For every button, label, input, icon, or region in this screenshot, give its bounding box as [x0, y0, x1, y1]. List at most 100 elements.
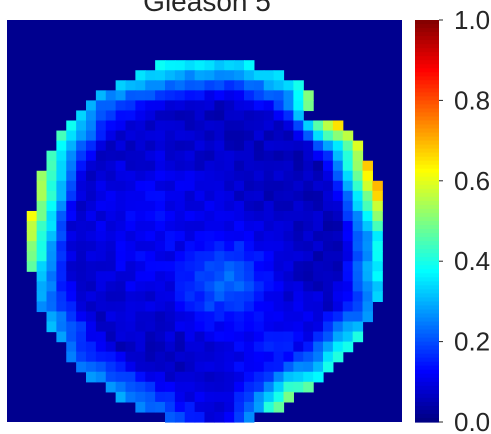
heatmap-cell: [145, 80, 156, 91]
heatmap-cell: [155, 381, 166, 393]
heatmap-cell: [86, 200, 97, 212]
heatmap-cell: [194, 120, 206, 132]
heatmap-cell: [234, 110, 245, 122]
heatmap-cell: [332, 160, 344, 172]
heatmap-cell: [115, 221, 127, 232]
heatmap-cell: [36, 281, 48, 292]
heatmap-cell: [115, 160, 127, 172]
heatmap-cell: [165, 311, 176, 323]
heatmap-cell: [263, 351, 275, 363]
heatmap-cell: [283, 120, 294, 132]
heatmap-cell: [66, 170, 77, 182]
heatmap-cell: [125, 311, 136, 323]
heatmap-cell: [263, 140, 275, 152]
heatmap-cell: [135, 321, 146, 333]
heatmap-cell: [145, 110, 156, 122]
heatmap-cell: [115, 150, 127, 162]
heatmap-cell: [263, 110, 275, 122]
heatmap-cell: [283, 80, 294, 91]
heatmap-cell: [165, 180, 176, 192]
heatmap-cell: [145, 90, 156, 101]
heatmap-cell: [263, 150, 275, 162]
heatmap-cell: [204, 361, 215, 373]
heatmap-cell: [66, 210, 77, 222]
colorbar-segment: [415, 297, 439, 302]
heatmap-cell: [332, 150, 344, 162]
colorbar-segment: [415, 192, 439, 198]
heatmap-cell: [155, 160, 166, 172]
heatmap-cell: [244, 80, 255, 91]
heatmap-cell: [155, 341, 166, 353]
heatmap-cell: [342, 331, 354, 343]
heatmap-cell: [214, 401, 225, 413]
heatmap-cell: [174, 371, 186, 383]
heatmap-cell: [303, 200, 314, 212]
heatmap-cell: [145, 391, 156, 403]
heatmap-cell: [105, 321, 117, 333]
heatmap-cell: [362, 261, 373, 272]
heatmap-cell: [174, 401, 186, 413]
heatmap-cell: [234, 170, 245, 182]
heatmap-cell: [303, 100, 314, 112]
heatmap-cell: [253, 381, 265, 393]
heatmap-cell: [224, 341, 235, 353]
heatmap-cell: [224, 110, 235, 122]
heatmap-cell: [244, 210, 255, 222]
heatmap-cell: [342, 311, 354, 323]
heatmap-cell: [313, 210, 324, 222]
heatmap-cell: [56, 301, 67, 313]
heatmap-cell: [273, 341, 285, 353]
heatmap-cell: [165, 251, 176, 262]
heatmap-cell: [204, 271, 215, 282]
heatmap-cell: [293, 90, 304, 101]
heatmap-cell: [273, 130, 285, 142]
heatmap-cell: [66, 341, 77, 353]
colorbar-segment: [415, 216, 439, 222]
heatmap-cell: [165, 110, 176, 122]
colorbar-segment: [415, 333, 439, 339]
heatmap-cell: [105, 331, 117, 343]
heatmap-cell: [165, 100, 176, 112]
heatmap-cell: [332, 180, 344, 192]
heatmap-cell: [214, 261, 225, 272]
heatmap-cell: [194, 180, 206, 192]
heatmap-cell: [303, 90, 314, 101]
heatmap-cell: [253, 361, 265, 373]
colorbar-segment: [415, 36, 439, 41]
heatmap-cell: [313, 361, 324, 373]
heatmap-cell: [145, 321, 156, 333]
heatmap-cell: [352, 180, 364, 192]
heatmap-cell: [174, 301, 186, 313]
heatmap-cell: [184, 291, 196, 302]
heatmap-cell: [105, 140, 117, 152]
heatmap-cell: [362, 221, 373, 232]
heatmap-cell: [145, 261, 156, 272]
heatmap-cell: [194, 261, 206, 272]
heatmap-cell: [263, 190, 275, 202]
colorbar-segment: [415, 52, 439, 57]
heatmap-cell: [184, 150, 196, 162]
heatmap-cell: [135, 241, 146, 252]
heatmap-cell: [234, 271, 245, 282]
heatmap-cell: [244, 221, 255, 232]
heatmap-cell: [36, 210, 48, 222]
heatmap-cell: [234, 231, 245, 242]
heatmap-cell: [303, 291, 314, 302]
heatmap-cell: [323, 221, 334, 232]
heatmap-cell: [194, 200, 206, 212]
heatmap-cell: [263, 180, 275, 192]
heatmap-cell: [155, 150, 166, 162]
heatmap-cell: [174, 341, 186, 353]
heatmap-cell: [184, 130, 196, 142]
heatmap-cell: [194, 60, 206, 71]
heatmap-cell: [135, 371, 146, 383]
heatmap-cell: [194, 241, 206, 252]
colorbar-segment: [415, 100, 439, 106]
heatmap-cell: [174, 351, 186, 363]
heatmap-cell: [26, 261, 38, 272]
heatmap-cell: [214, 140, 225, 152]
colorbar-segment: [415, 72, 439, 77]
heatmap-cell: [224, 351, 235, 363]
heatmap-cell: [46, 261, 57, 272]
heatmap-cell: [184, 70, 196, 81]
